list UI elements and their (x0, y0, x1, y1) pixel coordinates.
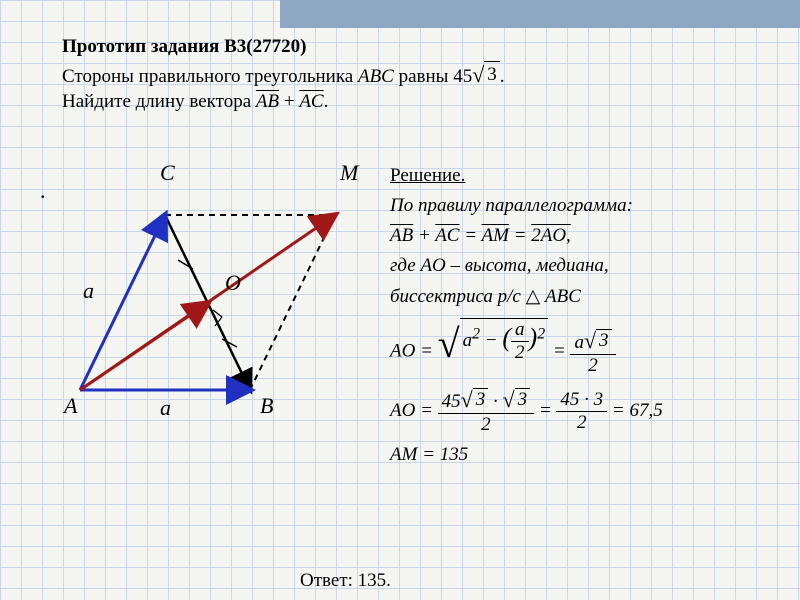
n: 45 (442, 391, 461, 412)
a: a (574, 332, 584, 353)
v: 2AO, (531, 225, 571, 246)
ans-val: 135. (358, 570, 391, 591)
txt: равны (394, 66, 453, 87)
problem-l1: Стороны правильного треугольника ABC рав… (62, 66, 505, 87)
label-B: B (260, 393, 273, 419)
label-c: C (160, 160, 175, 186)
ans-label: Ответ: (300, 570, 358, 591)
abc: ABC (545, 286, 581, 307)
triangle-diagram (60, 160, 370, 420)
d: 2 (438, 414, 534, 436)
rad: 3 (484, 61, 500, 88)
answer: Ответ: 135. (300, 570, 391, 592)
problem-title: Прототип задания В3(27720) (62, 36, 306, 57)
vec-ab: AB (256, 91, 279, 112)
v: AC (435, 225, 459, 246)
tick-co (178, 260, 193, 269)
am: AM (390, 444, 417, 465)
vec-ac: AC (299, 91, 323, 112)
v: AM (481, 225, 508, 246)
a: a (515, 319, 525, 340)
am-result: AM = 135 (390, 444, 790, 466)
txt: Найдите длину вектора (62, 91, 256, 112)
label-A: A (64, 393, 77, 419)
v: 135 (440, 444, 469, 465)
d: 2 (570, 355, 615, 377)
ao: AO (390, 341, 415, 362)
edge-bm (250, 215, 335, 390)
abc: ABC (358, 66, 394, 87)
label-a1: a (83, 278, 94, 304)
txt: Стороны правильного треугольника (62, 66, 358, 87)
n: 45 · 3 (556, 389, 607, 412)
r: 3 (515, 388, 531, 411)
label-o: O (225, 270, 241, 296)
d: 2 (511, 342, 529, 364)
label-m: M (340, 160, 358, 186)
vec-am-line (80, 215, 335, 390)
eq1: AB + AC = AM = 2AO, (390, 225, 790, 247)
where2-line: биссектриса р/с △ ABC (390, 285, 790, 308)
tri-icon: △ (526, 286, 541, 307)
rule-line: По правилу параллелограмма: (390, 195, 790, 217)
label-a2: a (160, 395, 171, 421)
problem-text: Прототип задания В3(27720) Стороны прави… (62, 34, 742, 115)
page-content: Прототип задания В3(27720) Стороны прави… (0, 0, 800, 600)
where1: где AO – высота, медиана, (390, 255, 790, 277)
bullet-dot: . (40, 178, 46, 204)
ao-calc: AO = 45√3 · √32 = 45 · 32 = 67,5 (390, 387, 790, 436)
value-45sqrt3: 45√3. (453, 66, 504, 87)
res: 67,5 (629, 400, 662, 421)
solution-block: Решение. По правилу параллелограмма: AB … (390, 165, 790, 474)
r: 3 (596, 329, 612, 352)
v: AB (390, 225, 413, 246)
ao: AO (390, 400, 415, 421)
r: 3 (473, 388, 489, 411)
n: 45 (453, 66, 472, 87)
problem-l2: Найдите длину вектора AB + AC. (62, 91, 328, 112)
solution-title: Решение. (390, 165, 465, 186)
ao-formula: AO = √ a2 − (a2)2 = a√32 (390, 318, 790, 377)
d: 2 (556, 412, 607, 434)
txt: биссектриса р/с (390, 286, 521, 307)
a: a (463, 330, 473, 351)
